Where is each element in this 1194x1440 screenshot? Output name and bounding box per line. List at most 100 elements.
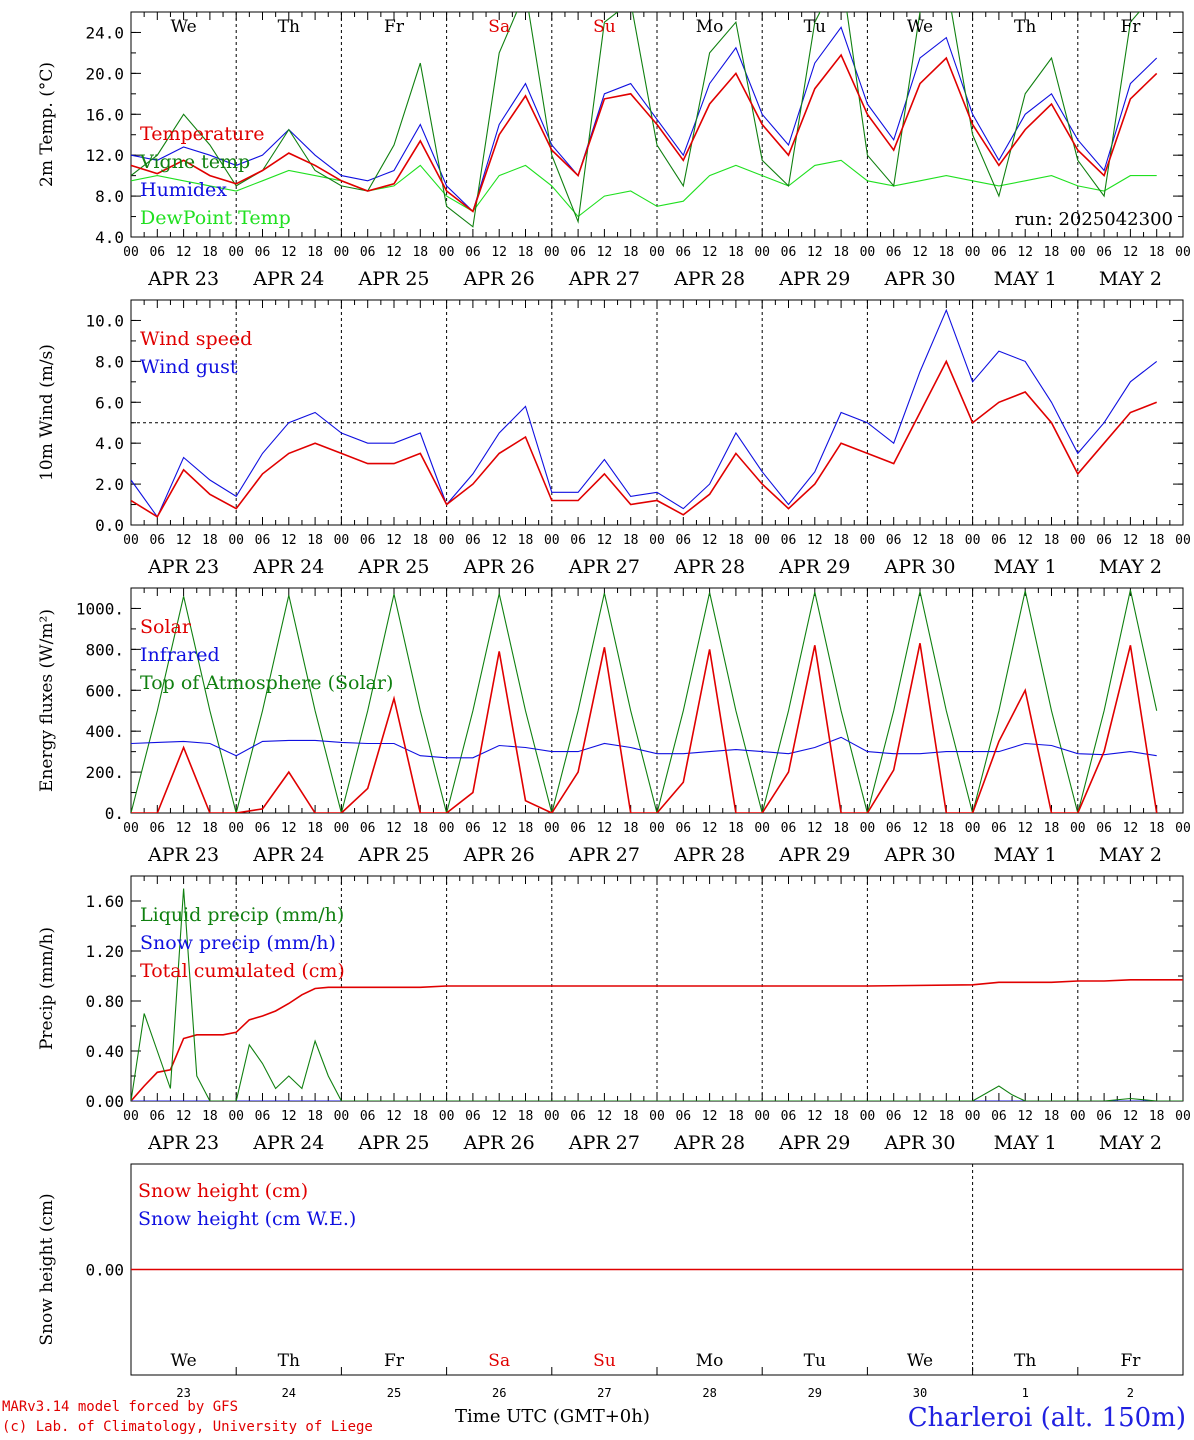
legend-entry: Infrared — [140, 644, 220, 666]
x-date-label: APR 28 — [673, 844, 745, 866]
series-line-humidex — [131, 26, 1158, 213]
x-hour-label: 12 — [176, 533, 192, 548]
y-axis-label: Snow height (cm) — [37, 1193, 57, 1345]
y-tick-label: 4.0 — [95, 228, 124, 247]
x-date-label: APR 29 — [778, 268, 850, 290]
weekday-label: Th — [1014, 1351, 1036, 1371]
weekday-label: Tu — [804, 1351, 826, 1371]
x-date-label: APR 30 — [883, 844, 955, 866]
x-hour-label: 06 — [1096, 821, 1112, 836]
x-hour-label: 12 — [1123, 1109, 1139, 1124]
x-date-label: APR 27 — [568, 268, 640, 290]
x-date-label: APR 29 — [778, 556, 850, 578]
x-hour-label: 12 — [597, 821, 613, 836]
x-hour-label: 12 — [281, 245, 297, 260]
x-hour-label: 06 — [255, 245, 271, 260]
x-hour-label: 18 — [412, 533, 428, 548]
series-line-solar — [131, 643, 1158, 813]
legend-entry: Temperature — [140, 123, 264, 145]
y-tick-label: 0.00 — [85, 1261, 124, 1280]
x-day-number: 29 — [808, 1386, 822, 1400]
x-hour-label: 18 — [518, 821, 534, 836]
x-hour-label: 12 — [386, 533, 402, 548]
x-date-label: APR 30 — [883, 268, 955, 290]
x-date-label: APR 30 — [883, 1132, 955, 1154]
y-tick-label: 1000. — [76, 599, 124, 618]
x-hour-label: 06 — [1096, 245, 1112, 260]
x-hour-label: 00 — [439, 1109, 455, 1124]
x-hour-label: 12 — [807, 245, 823, 260]
y-tick-label: 10.0 — [85, 311, 124, 330]
x-hour-label: 12 — [176, 245, 192, 260]
weekday-label: Mo — [696, 1351, 724, 1371]
weekday-label: Fr — [384, 1351, 405, 1371]
x-date-label: MAY 2 — [1099, 1132, 1162, 1154]
x-hour-label: 00 — [860, 821, 876, 836]
x-day-number: 30 — [913, 1386, 927, 1400]
x-hour-label: 00 — [123, 1109, 139, 1124]
x-hour-label: 18 — [202, 1109, 218, 1124]
x-hour-label: 12 — [491, 533, 507, 548]
x-hour-label: 18 — [1149, 1109, 1165, 1124]
legend-entry: Wind speed — [140, 328, 252, 350]
x-hour-label: 18 — [833, 821, 849, 836]
x-hour-label: 18 — [412, 245, 428, 260]
weekday-label: Su — [593, 1351, 616, 1371]
x-hour-label: 18 — [623, 245, 639, 260]
panel-temp: 4.0 8.0 12.0 16.0 20.0 24.0 2m Temp. (°C) Tempe… — [37, 11, 1191, 290]
x-hour-label: 06 — [149, 1109, 165, 1124]
x-hour-label: 12 — [702, 533, 718, 548]
x-date-label: APR 28 — [673, 268, 745, 290]
series-line-top-of-atmosphere-solar — [131, 589, 1158, 813]
y-tick-label: 0. — [105, 804, 124, 823]
legend-entry: Top of Atmosphere (Solar) — [140, 672, 393, 694]
series-line-wind-speed — [131, 359, 1157, 518]
x-hour-label: 00 — [544, 245, 560, 260]
legend-entry: Liquid precip (mm/h) — [140, 904, 344, 926]
x-hour-label: 00 — [860, 533, 876, 548]
x-hour-label: 18 — [307, 245, 323, 260]
x-hour-label: 12 — [1123, 245, 1139, 260]
x-hour-label: 18 — [623, 821, 639, 836]
x-day-number: 23 — [176, 1386, 190, 1400]
x-date-label: MAY 1 — [994, 844, 1057, 866]
x-hour-label: 00 — [649, 533, 665, 548]
x-hour-label: 06 — [886, 245, 902, 260]
x-hour-label: 00 — [649, 245, 665, 260]
x-hour-label: 12 — [176, 1109, 192, 1124]
x-hour-label: 06 — [465, 533, 481, 548]
x-date-label: APR 23 — [147, 844, 219, 866]
x-hour-label: 00 — [1175, 533, 1191, 548]
x-date-label: APR 25 — [357, 1132, 429, 1154]
x-hour-label: 18 — [1149, 245, 1165, 260]
panel-flux: 0. 200. 400. 600. 800. 1000. Energy fluxes (W/… — [37, 587, 1191, 866]
x-hour-label: 18 — [1149, 821, 1165, 836]
x-hour-label: 00 — [123, 245, 139, 260]
x-hour-label: 18 — [833, 245, 849, 260]
x-hour-label: 06 — [781, 1109, 797, 1124]
x-hour-label: 18 — [938, 1109, 954, 1124]
x-hour-label: 06 — [1096, 1109, 1112, 1124]
x-hour-label: 18 — [518, 1109, 534, 1124]
x-hour-label: 12 — [386, 245, 402, 260]
panel-wind: 0.0 2.0 4.0 6.0 8.0 10.0 10m Wind (m/s) Wind sp… — [37, 299, 1191, 578]
run-annotation: run: 2025042300 — [1015, 209, 1173, 230]
x-hour-label: 00 — [228, 1109, 244, 1124]
x-hour-label: 06 — [255, 533, 271, 548]
x-hour-label: 12 — [1017, 1109, 1033, 1124]
x-hour-label: 12 — [491, 1109, 507, 1124]
weekday-label: Th — [278, 1351, 300, 1371]
weekday-label: Sa — [488, 1351, 510, 1371]
x-day-number: 26 — [492, 1386, 506, 1400]
x-hour-label: 12 — [491, 821, 507, 836]
legend-entry: Snow precip (mm/h) — [140, 932, 336, 954]
x-hour-label: 12 — [702, 245, 718, 260]
weekday-label: Fr — [1120, 17, 1141, 37]
x-hour-label: 06 — [886, 1109, 902, 1124]
x-hour-label: 00 — [439, 245, 455, 260]
x-hour-label: 00 — [439, 533, 455, 548]
weekday-label: Fr — [1120, 1351, 1141, 1371]
x-date-label: MAY 1 — [994, 556, 1057, 578]
x-date-label: APR 28 — [673, 1132, 745, 1154]
x-date-label: APR 26 — [463, 1132, 535, 1154]
